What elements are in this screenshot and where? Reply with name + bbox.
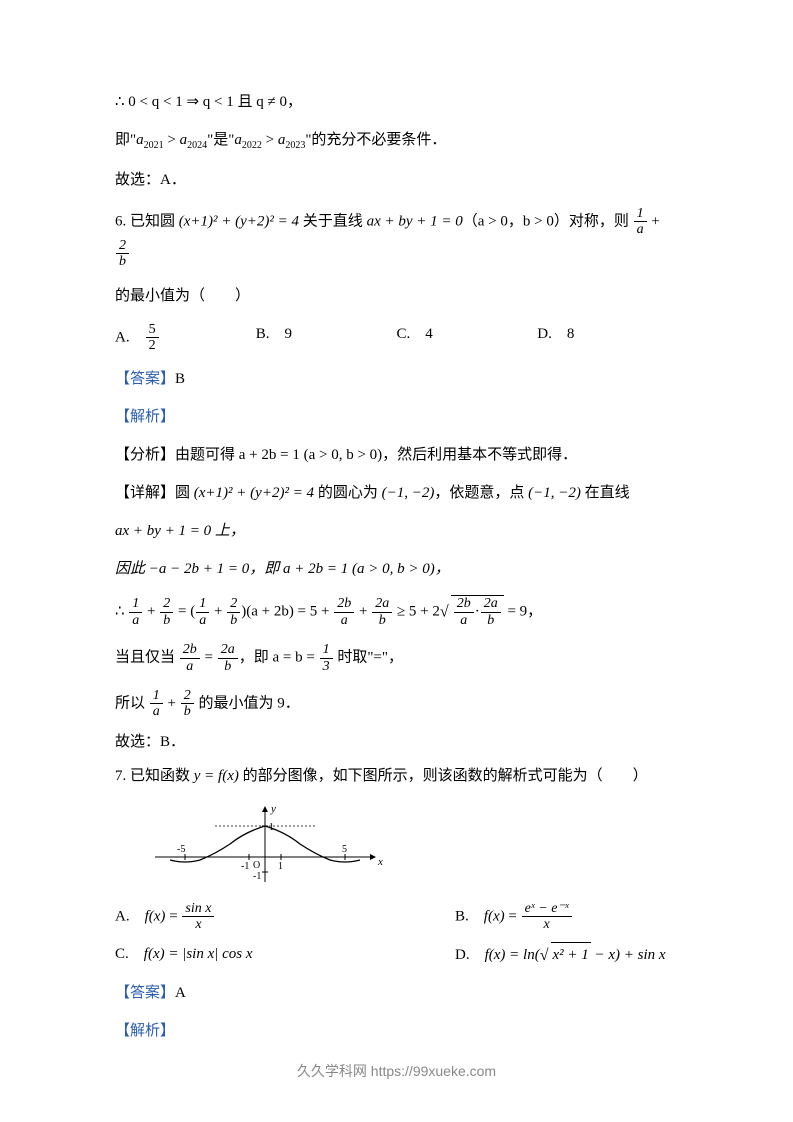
footer-watermark: 久久学科网 https://99xueke.com (0, 1060, 793, 1082)
text-line: ∴ 0 < q < 1 ⇒ q < 1 且 q ≠ 0， (115, 90, 678, 114)
svg-text:-1: -1 (253, 871, 261, 882)
option-b: B. f(x) = eˣ − e⁻ˣx (455, 901, 678, 933)
svg-text:x: x (377, 856, 383, 868)
detail-text: 当且仅当 2ba = 2ab，即 a = b = 13 时取"="， (115, 642, 678, 674)
detail-text: 故选：B． (115, 730, 678, 754)
svg-text:1: 1 (278, 861, 283, 872)
detail-text: ∴ 1a + 2b = (1a + 2b)(a + 2b) = 5 + 2ba … (115, 595, 678, 628)
detail-text: 因此 −a − 2b + 1 = 0，即 a + 2b = 1 (a > 0, … (115, 557, 678, 581)
question-7: 7. 已知函数 y = f(x) 的部分图像，如下图所示，则该函数的解析式可能为… (115, 764, 678, 788)
options-q7-row2: C. f(x) = |sin x| cos x D. f(x) = ln(√x²… (115, 942, 678, 969)
question-6: 6. 已知圆 (x+1)² + (y+2)² = 4 关于直线 ax + by … (115, 206, 678, 270)
text-line: 故选：A． (115, 168, 678, 192)
text-line: 即"a2021 > a2024"是"a2022 > a2023"的充分不必要条件… (115, 128, 678, 154)
detail-text: ax + by + 1 = 0 上， (115, 519, 678, 543)
options-q6: A. 52 B. 9 C. 4 D. 8 (115, 322, 678, 354)
option-d: D. f(x) = ln(√x² + 1 − x) + sin x (455, 942, 678, 969)
option-d: D. 8 (537, 322, 678, 354)
svg-text:-5: -5 (177, 844, 185, 855)
answer-line: 【答案】B (115, 367, 678, 391)
analysis-line: 【解析】 (115, 405, 678, 429)
function-graph: x y O -5 -1 1 5 1 -1 (145, 802, 385, 887)
text-line: 的最小值为（ ） (115, 284, 678, 308)
detail-text: 所以 1a + 2b 的最小值为 9． (115, 688, 678, 720)
svg-text:5: 5 (342, 844, 347, 855)
analysis-text: 【分析】由题可得 a + 2b = 1 (a > 0, b > 0)，然后利用基… (115, 443, 678, 467)
options-q7-row1: A. f(x) = sin xx B. f(x) = eˣ − e⁻ˣx (115, 901, 678, 933)
svg-text:y: y (270, 803, 276, 815)
option-c: C. 4 (397, 322, 538, 354)
svg-text:O: O (253, 860, 260, 871)
answer-line: 【答案】A (115, 981, 678, 1005)
analysis-line: 【解析】 (115, 1019, 678, 1043)
detail-text: 【详解】圆 (x+1)² + (y+2)² = 4 的圆心为 (−1, −2)，… (115, 481, 678, 505)
option-b: B. 9 (256, 322, 397, 354)
option-c: C. f(x) = |sin x| cos x (115, 942, 455, 969)
option-a: A. 52 (115, 322, 256, 354)
option-a: A. f(x) = sin xx (115, 901, 455, 933)
svg-text:-1: -1 (241, 861, 249, 872)
